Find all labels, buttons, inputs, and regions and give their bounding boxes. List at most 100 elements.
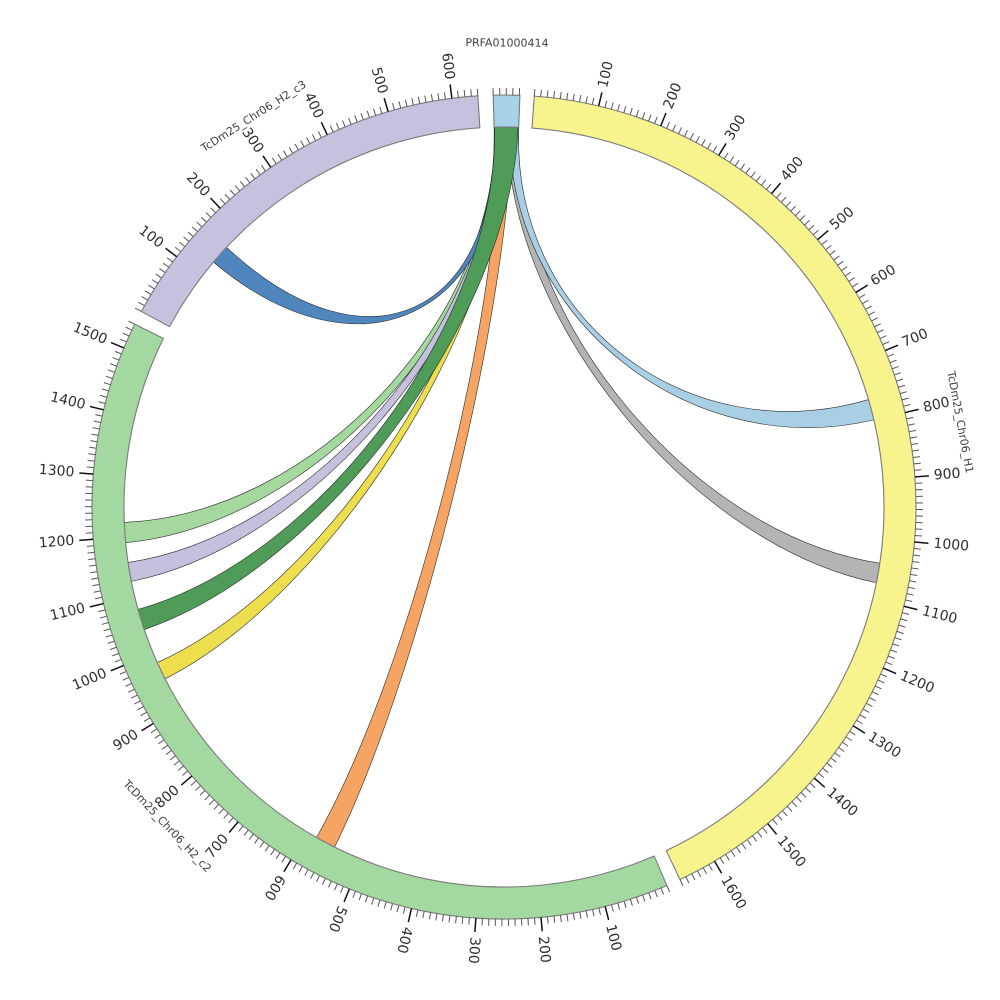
minor-tick [114, 350, 122, 355]
minor-tick [880, 673, 888, 678]
minor-tick [148, 284, 155, 290]
minor-tick [461, 916, 464, 924]
minor-tick [822, 767, 829, 773]
minor-tick [826, 762, 833, 768]
minor-tick [689, 133, 694, 140]
major-tick [89, 405, 104, 411]
minor-tick [134, 307, 142, 312]
minor-tick [103, 382, 111, 386]
minor-tick [195, 785, 201, 791]
minor-tick [906, 416, 914, 420]
minor-tick [858, 294, 866, 299]
major-tick [882, 667, 897, 675]
minor-tick [906, 593, 914, 596]
major-tick [597, 92, 603, 107]
segment-arc-PRFA01000414 [492, 94, 521, 128]
tick-label: 1200 [898, 668, 937, 697]
minor-tick [92, 583, 100, 587]
minor-tick [725, 854, 730, 861]
minor-tick [879, 335, 887, 340]
minor-tick [86, 545, 94, 547]
tick-label: 400 [778, 154, 808, 185]
minor-tick [534, 917, 536, 925]
minor-tick [151, 279, 159, 284]
minor-tick [119, 671, 127, 675]
minor-tick [354, 115, 358, 123]
major-tick [180, 775, 193, 786]
minor-tick [829, 250, 836, 256]
segment-labels-layer: PRFA01000414TcDm25_Chr06_H1TcDm25_Chr06_… [120, 36, 976, 875]
minor-tick [761, 179, 767, 186]
minor-tick [862, 299, 869, 305]
minor-tick [130, 694, 138, 699]
minor-tick [311, 134, 317, 141]
minor-tick [457, 90, 459, 98]
minor-tick [546, 90, 549, 98]
minor-tick [804, 219, 810, 226]
segment-label-PRFA01000414: PRFA01000414 [465, 36, 548, 50]
minor-tick [579, 911, 582, 919]
minor-tick [654, 116, 658, 124]
minor-tick [271, 157, 277, 164]
minor-tick [239, 181, 246, 188]
minor-tick [887, 353, 895, 358]
minor-tick [896, 630, 904, 634]
minor-tick [837, 260, 844, 266]
minor-tick [88, 558, 96, 561]
major-tick [89, 602, 104, 608]
minor-tick [882, 341, 890, 345]
minor-tick [885, 661, 893, 666]
tick-label: 1000 [933, 536, 970, 555]
minor-tick [679, 879, 684, 887]
minor-tick [341, 120, 346, 128]
minor-tick [841, 266, 848, 272]
minor-tick [799, 215, 806, 221]
minor-tick [834, 752, 841, 758]
minor-tick [141, 296, 148, 301]
minor-tick [119, 338, 127, 343]
minor-tick [572, 93, 575, 101]
minor-tick [100, 394, 108, 398]
minor-tick [845, 736, 853, 742]
minor-tick [553, 915, 556, 923]
minor-tick [912, 449, 920, 452]
major-tick [884, 344, 899, 352]
minor-tick [110, 363, 117, 367]
tick-label: 500 [368, 65, 391, 95]
minor-tick [591, 97, 595, 105]
minor-tick [908, 429, 917, 433]
minor-tick [701, 139, 706, 146]
minor-tick [292, 862, 298, 870]
minor-tick [874, 685, 882, 690]
minor-tick [911, 442, 919, 446]
minor-tick [868, 311, 876, 316]
minor-tick [428, 912, 432, 920]
minor-tick [358, 893, 362, 901]
minor-tick [818, 772, 825, 779]
minor-tick [635, 110, 639, 117]
minor-tick [566, 914, 569, 922]
minor-tick [745, 167, 751, 174]
minor-tick [127, 688, 135, 693]
minor-tick [559, 91, 562, 99]
minor-tick [364, 895, 369, 903]
minor-tick [283, 150, 288, 157]
minor-tick [910, 436, 918, 439]
minor-tick [150, 728, 158, 734]
minor-tick [229, 189, 236, 196]
minor-tick [190, 780, 197, 786]
minor-tick [99, 615, 107, 619]
minor-tick [648, 892, 652, 900]
minor-tick [159, 268, 166, 273]
minor-tick [329, 125, 334, 133]
minor-tick [105, 634, 113, 638]
minor-tick [800, 792, 807, 798]
minor-tick [702, 867, 707, 875]
minor-tick [348, 117, 352, 125]
tick-label: 1300 [865, 729, 904, 761]
major-tick [770, 182, 782, 195]
minor-tick [98, 609, 106, 613]
minor-tick [914, 469, 922, 471]
minor-tick [585, 96, 588, 104]
